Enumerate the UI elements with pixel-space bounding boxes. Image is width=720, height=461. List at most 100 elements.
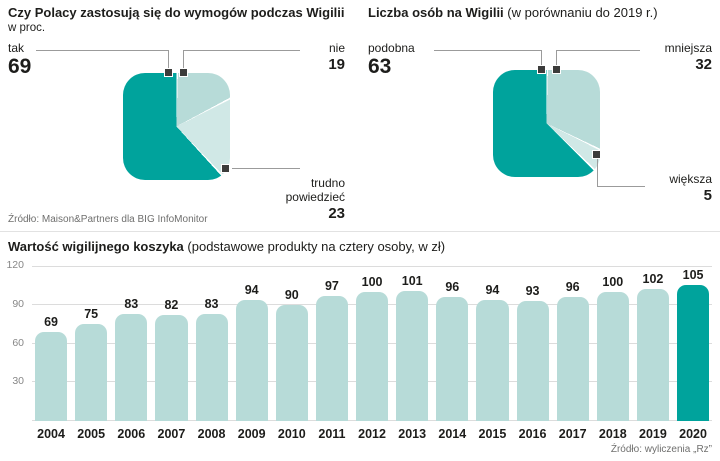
bar-2013: 101 bbox=[396, 266, 429, 421]
bar-value: 82 bbox=[164, 298, 179, 313]
y-tick-label: 90 bbox=[12, 297, 24, 310]
bar-2014: 96 bbox=[436, 266, 469, 421]
nie-value: 19 bbox=[328, 56, 345, 73]
gridline-120 bbox=[32, 266, 712, 267]
trudno-label-block: trudno powiedzieć 23 bbox=[265, 176, 345, 223]
bar-rect bbox=[75, 324, 108, 421]
source-note-top: Źródło: Maison&Partners dla BIG InfoMoni… bbox=[8, 214, 208, 225]
podobna-value: 63 bbox=[368, 55, 392, 78]
y-tick-label: 30 bbox=[12, 375, 24, 388]
year-label: 2006 bbox=[117, 427, 146, 441]
bar-2011: 97 bbox=[315, 266, 348, 421]
nie-connector-line bbox=[183, 50, 300, 51]
tak-label: tak bbox=[8, 41, 25, 55]
tak-slice-marker bbox=[164, 68, 173, 77]
bar-2006: 83 bbox=[115, 266, 148, 421]
tak-connector-line bbox=[168, 50, 169, 71]
bar-value: 96 bbox=[445, 280, 460, 294]
mniejsza-value: 32 bbox=[695, 56, 712, 73]
bar-value: 83 bbox=[124, 296, 139, 311]
compliance-chart-subtitle: w proc. bbox=[8, 22, 46, 34]
year-label: 2005 bbox=[77, 427, 106, 441]
bar-rect bbox=[35, 331, 68, 421]
bar-2008: 83 bbox=[195, 266, 228, 421]
mniejsza-connector-line bbox=[556, 50, 640, 51]
bar-value: 101 bbox=[401, 273, 423, 288]
section-divider bbox=[0, 231, 720, 232]
nie-label: nie bbox=[328, 41, 345, 55]
people-chart-title-bold: Liczba osób na Wigilii bbox=[368, 5, 504, 20]
wieksza-value: 5 bbox=[703, 187, 712, 204]
y-tick-label: 60 bbox=[12, 336, 24, 349]
people-chart-title: Liczba osób na Wigilii (w porównaniu do … bbox=[368, 5, 658, 20]
wieksza-connector-line bbox=[597, 156, 598, 186]
bar-rect bbox=[677, 285, 710, 421]
year-label: 2019 bbox=[639, 427, 667, 441]
bar-2004: 69 bbox=[35, 266, 68, 421]
trudno-value: 23 bbox=[328, 205, 345, 222]
wieksza-connector-line bbox=[597, 186, 645, 187]
people-chart-title-note: (w porównaniu do 2019 r.) bbox=[503, 5, 658, 20]
year-label: 2020 bbox=[679, 427, 707, 441]
bar-2012: 100 bbox=[356, 266, 389, 421]
bar-rect bbox=[195, 313, 228, 421]
bar-rect bbox=[556, 297, 589, 421]
tak-label-block: tak 69 bbox=[8, 41, 68, 79]
tak-value: 69 bbox=[8, 55, 32, 78]
bar-rect bbox=[115, 313, 148, 421]
bar-rect bbox=[356, 291, 389, 421]
podobna-label: podobna bbox=[368, 41, 415, 55]
tak-connector-line bbox=[36, 50, 168, 51]
y-tick-label: 120 bbox=[6, 259, 24, 271]
year-label: 2012 bbox=[358, 427, 386, 441]
nie-connector-line bbox=[183, 50, 184, 71]
bar-2007: 82 bbox=[155, 266, 188, 421]
year-label: 2013 bbox=[398, 427, 427, 441]
year-label: 2011 bbox=[318, 427, 346, 441]
nie-slice-marker bbox=[179, 68, 188, 77]
podobna-label-block: podobna 63 bbox=[368, 41, 432, 79]
trudno-connector-line bbox=[232, 168, 300, 169]
year-label: 2017 bbox=[558, 427, 587, 441]
bar-value: 94 bbox=[244, 282, 259, 297]
bar-rect bbox=[476, 299, 509, 421]
year-label: 2009 bbox=[237, 427, 266, 441]
podobna-connector-line bbox=[434, 50, 541, 51]
bar-rect bbox=[275, 304, 308, 421]
bar-rect bbox=[155, 315, 188, 421]
basket-chart-title-bold: Wartość wigilijnego koszyka bbox=[8, 239, 184, 254]
bar-value: 94 bbox=[485, 282, 500, 297]
people-pie bbox=[493, 70, 600, 177]
x-axis-labels: 2004 2005 2006 2007 2008 2009 2010 2011 2012 2013… bbox=[32, 427, 712, 441]
mniejsza-label-block: mniejsza 32 bbox=[642, 41, 712, 74]
wieksza-slice-marker bbox=[592, 150, 601, 159]
mniejsza-connector-line bbox=[556, 50, 557, 67]
bar-2015: 94 bbox=[476, 266, 509, 421]
compliance-pie bbox=[123, 73, 230, 180]
bar-plot: 69 75 83 82 83 94 90 97 100 101 96 94 93 96 100 102 105 bbox=[32, 266, 712, 421]
bar-rect bbox=[516, 300, 549, 421]
compliance-chart-title: Czy Polacy zastosują się do wymogów podc… bbox=[8, 5, 345, 20]
source-note-bottom: Źródło: wyliczenia „Rz” bbox=[610, 444, 712, 455]
bar-value: 105 bbox=[682, 268, 704, 283]
bar-rect bbox=[636, 289, 669, 421]
bar-value: 100 bbox=[602, 274, 624, 289]
bar-2019: 102 bbox=[636, 266, 669, 421]
mniejsza-slice-marker bbox=[552, 65, 561, 74]
basket-chart-title: Wartość wigilijnego koszyka (podstawowe … bbox=[8, 239, 445, 254]
bar-2018: 100 bbox=[596, 266, 629, 421]
year-label: 2014 bbox=[438, 427, 467, 441]
bar-value: 97 bbox=[324, 278, 339, 293]
bar-rect bbox=[235, 299, 268, 421]
year-label: 2018 bbox=[598, 427, 627, 441]
year-label: 2007 bbox=[157, 427, 186, 441]
bar-2016: 93 bbox=[516, 266, 549, 421]
bar-2010: 90 bbox=[275, 266, 308, 421]
bar-value: 100 bbox=[361, 274, 383, 289]
year-label: 2004 bbox=[37, 427, 65, 441]
trudno-label: trudno powiedzieć bbox=[285, 176, 345, 204]
mniejsza-label: mniejsza bbox=[664, 41, 712, 55]
bar-2009: 94 bbox=[235, 266, 268, 421]
year-label: 2015 bbox=[478, 427, 507, 441]
